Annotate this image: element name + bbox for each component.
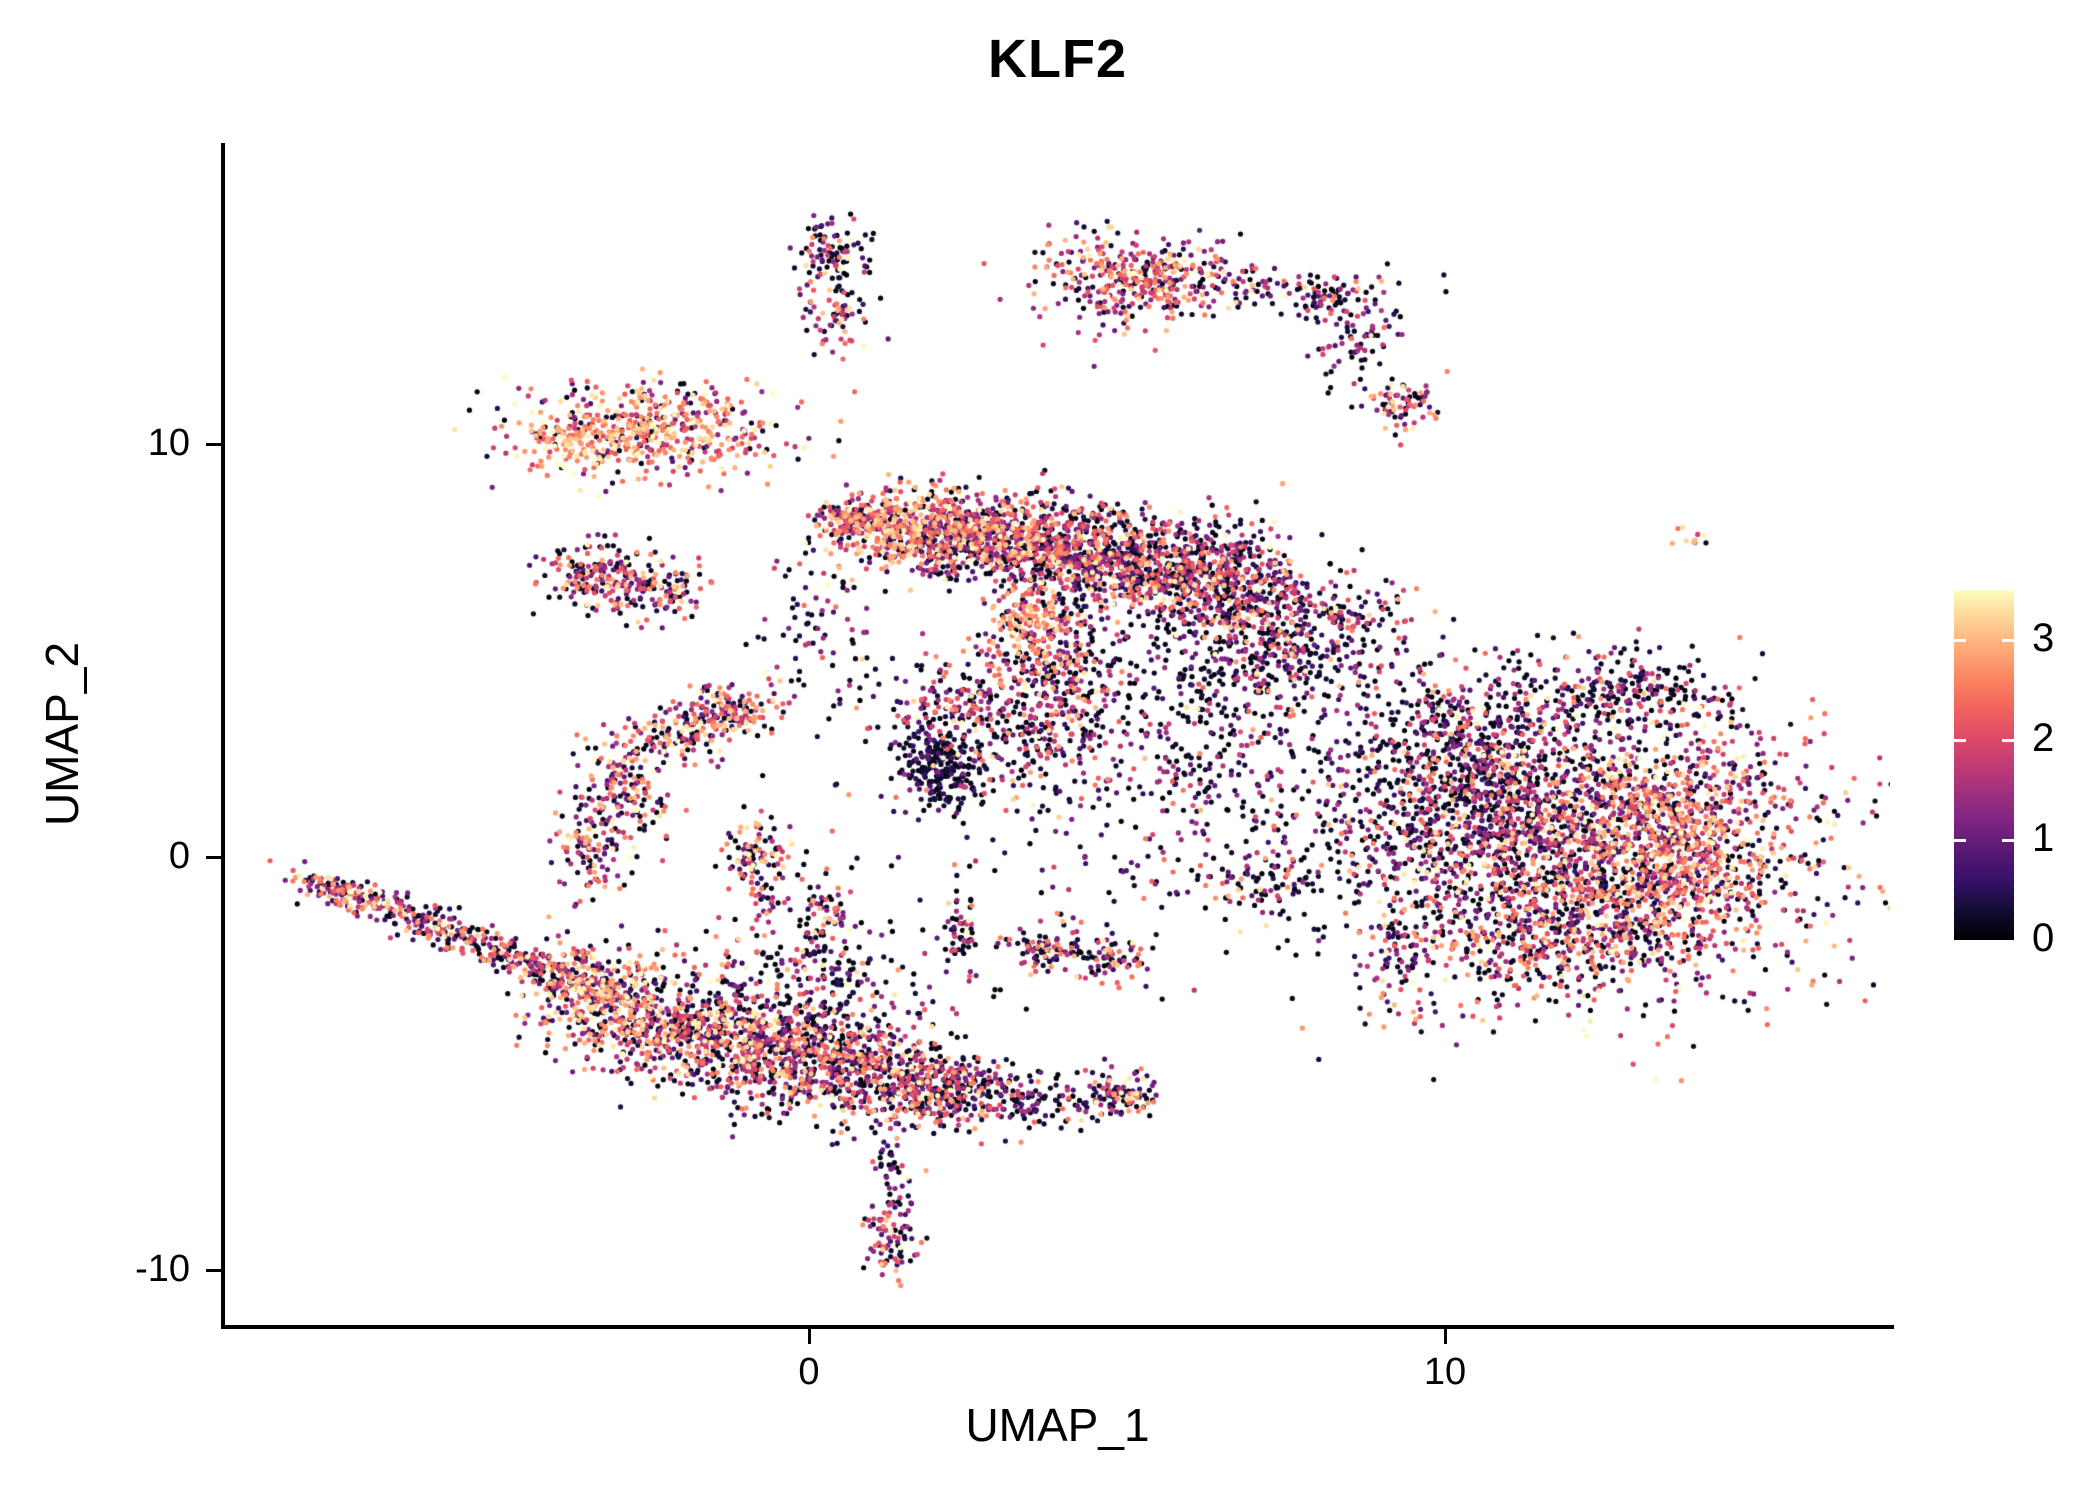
x-tick-mark: [807, 1329, 811, 1344]
y-tick-mark: [206, 1268, 221, 1272]
colorbar-tick-label: 2: [2032, 716, 2055, 760]
colorbar-tick-label: 1: [2032, 816, 2055, 860]
colorbar-tick-mark: [2002, 738, 2014, 742]
plot-panel: [225, 143, 1890, 1325]
y-tick-label: 0: [168, 835, 190, 877]
plot-title: KLF2: [988, 29, 1127, 89]
y-tick-label: -10: [135, 1248, 190, 1290]
x-axis-label: UMAP_1: [965, 1399, 1150, 1451]
x-tick-mark: [1443, 1329, 1447, 1344]
colorbar-tick-mark: [1954, 738, 1966, 742]
colorbar-tick-mark: [1954, 638, 1966, 642]
colorbar-tick-mark: [2002, 638, 2014, 642]
x-tick-label: 0: [798, 1351, 820, 1393]
colorbar-tick-label: 3: [2032, 616, 2055, 660]
x-tick-label: 10: [1423, 1351, 1467, 1393]
scatter-points-canvas: [225, 143, 1890, 1325]
y-axis-label: UMAP_2: [36, 641, 88, 827]
colorbar-tick-mark: [2002, 838, 2014, 842]
y-tick-mark: [206, 442, 221, 446]
y-tick-mark: [206, 855, 221, 859]
y-tick-label: 10: [147, 422, 190, 464]
colorbar-tick-mark: [1954, 838, 1966, 842]
y-axis-line: [221, 143, 225, 1329]
colorbar-gradient: [1954, 590, 2014, 940]
x-axis-line: [221, 1325, 1894, 1329]
colorbar-tick-label: 0: [2032, 916, 2055, 960]
